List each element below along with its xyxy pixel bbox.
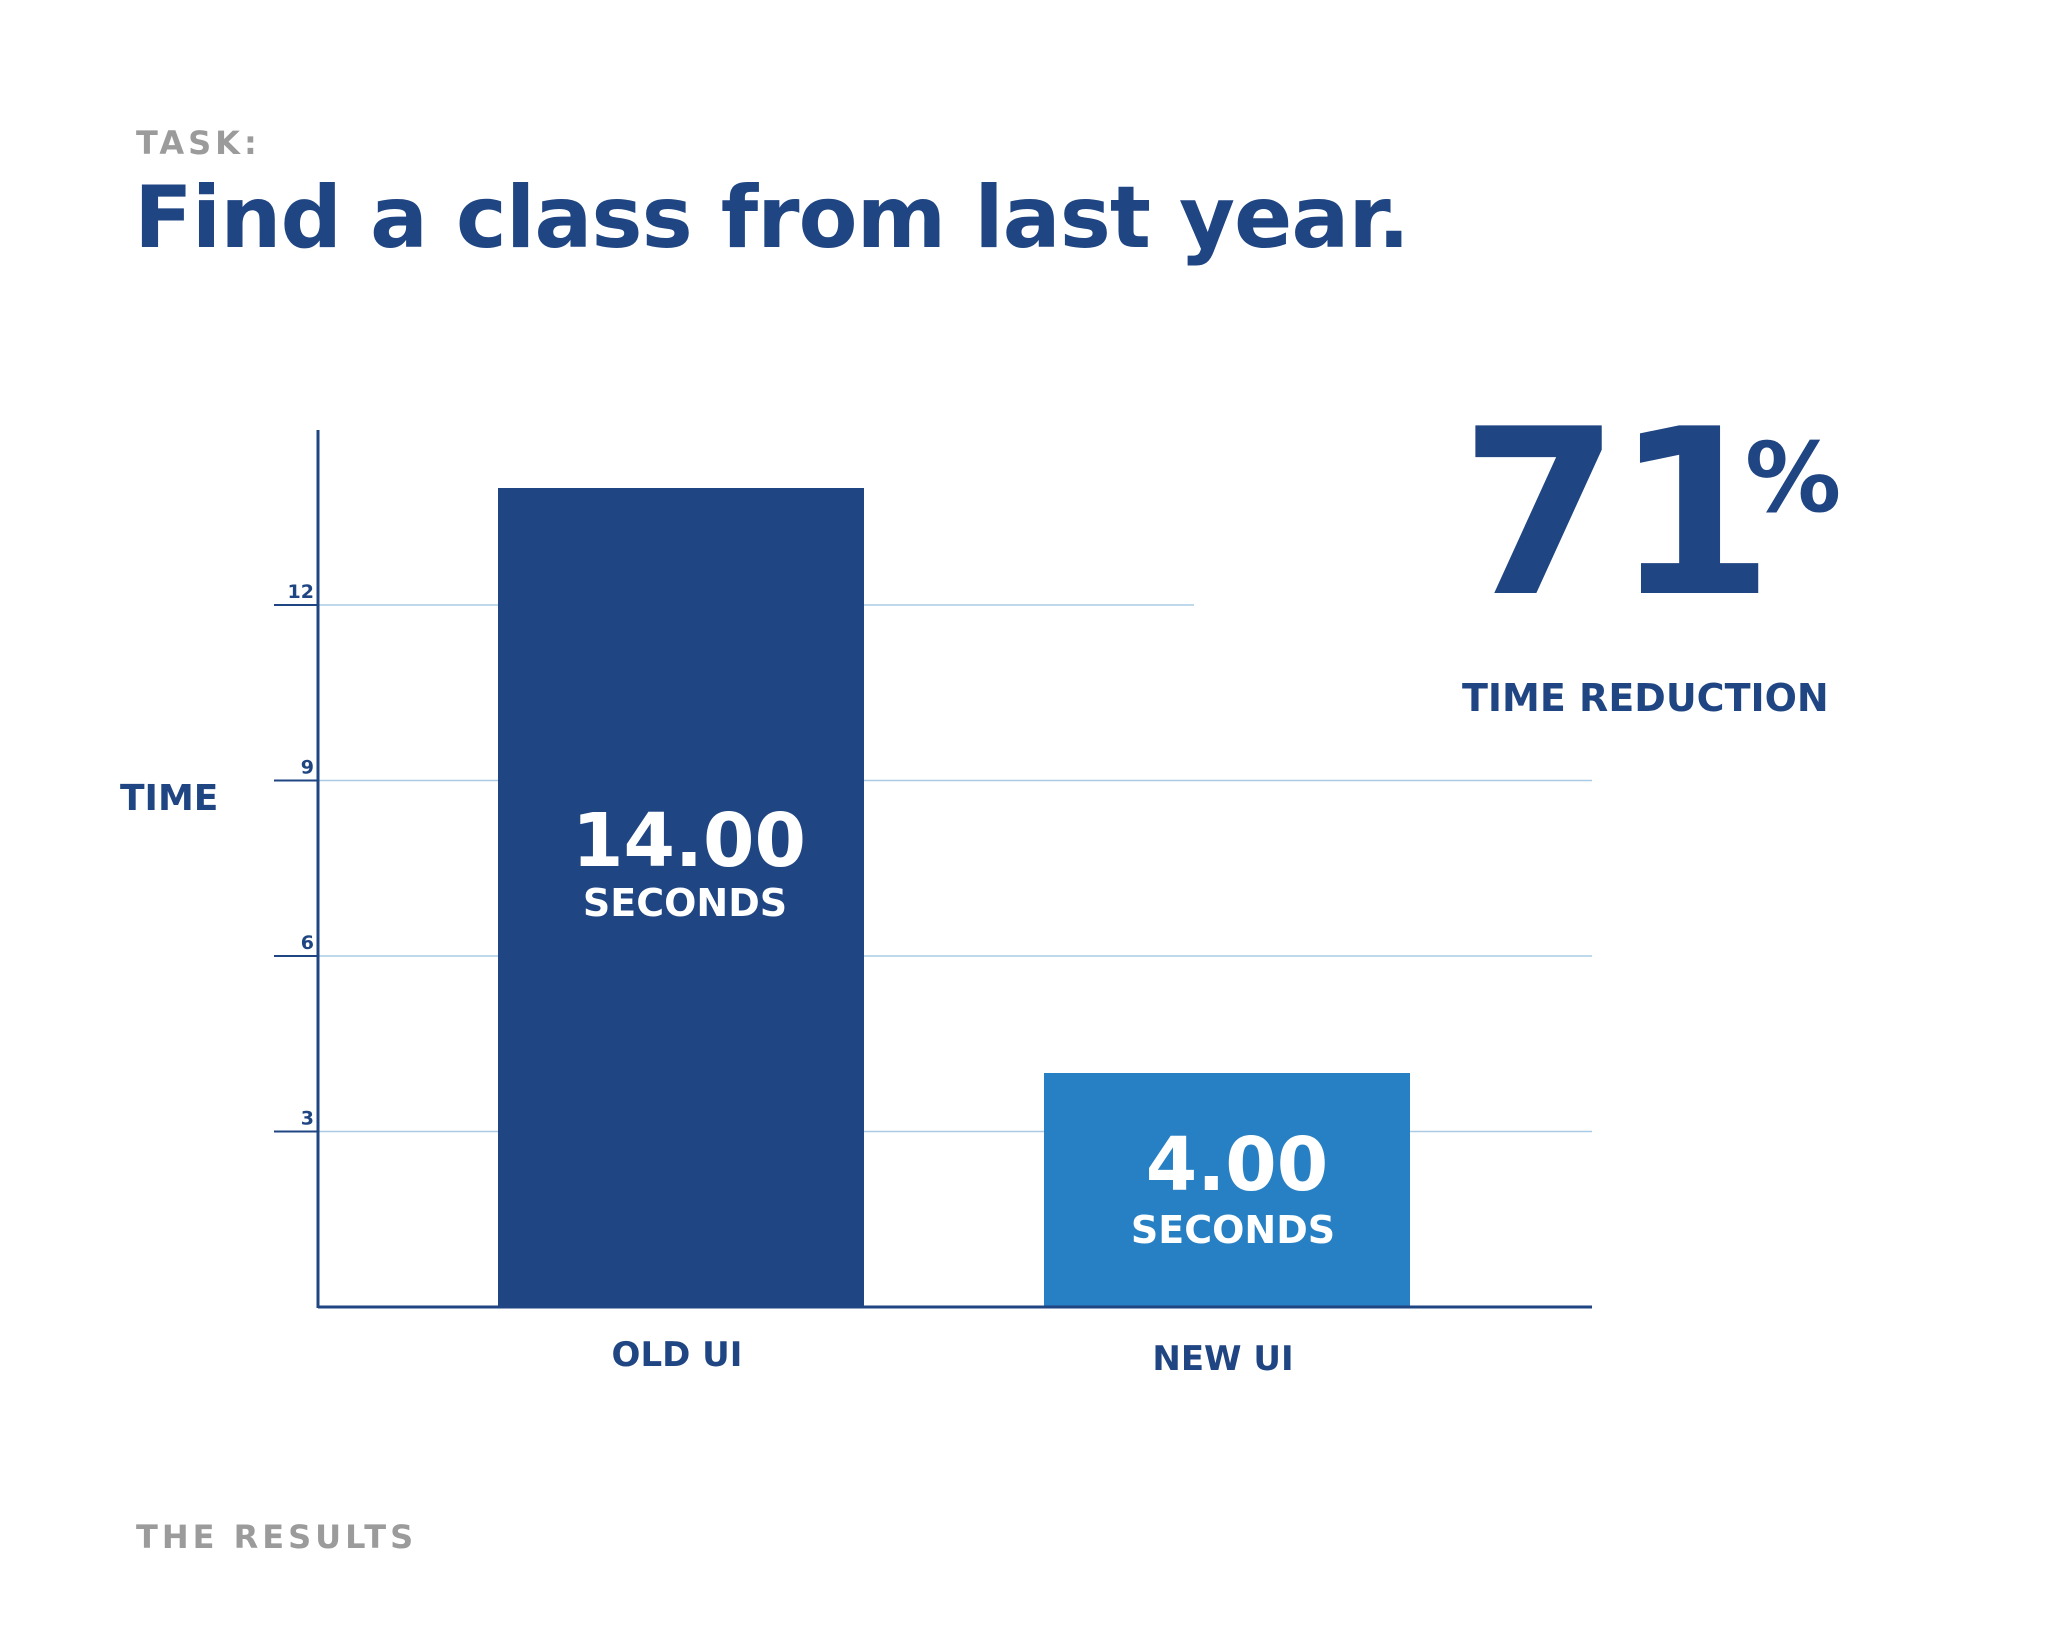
footer-label: THE RESULTS [136,1518,418,1556]
bar-new-ui [1044,1073,1410,1307]
y-tick-label-12: 12 [288,581,314,603]
axis-layer: 3 6 9 12 TIME [120,430,1592,1309]
bar-unit-label: SECONDS [583,881,787,925]
time-reduction-value: 71 [1460,381,1774,648]
x-category-label: OLD UI [612,1335,743,1375]
y-tick-label-9: 9 [301,757,314,779]
y-tick-label-6: 6 [301,932,314,954]
x-category-label: NEW UI [1152,1339,1293,1379]
page-title: Find a class from last year. [134,168,1410,268]
y-tick-label-3: 3 [301,1108,314,1130]
task-label: TASK: [136,124,261,162]
bar-layer [498,488,1410,1307]
bar-old-ui [498,488,864,1307]
time-reduction-unit: % [1745,422,1842,534]
bar-value-label: 14.00 [572,798,806,884]
bar-value-label: 4.00 [1146,1122,1329,1208]
time-reduction-caption: TIME REDUCTION [1462,676,1829,720]
y-axis-label: TIME [120,778,218,819]
bar-unit-label: SECONDS [1131,1208,1335,1252]
